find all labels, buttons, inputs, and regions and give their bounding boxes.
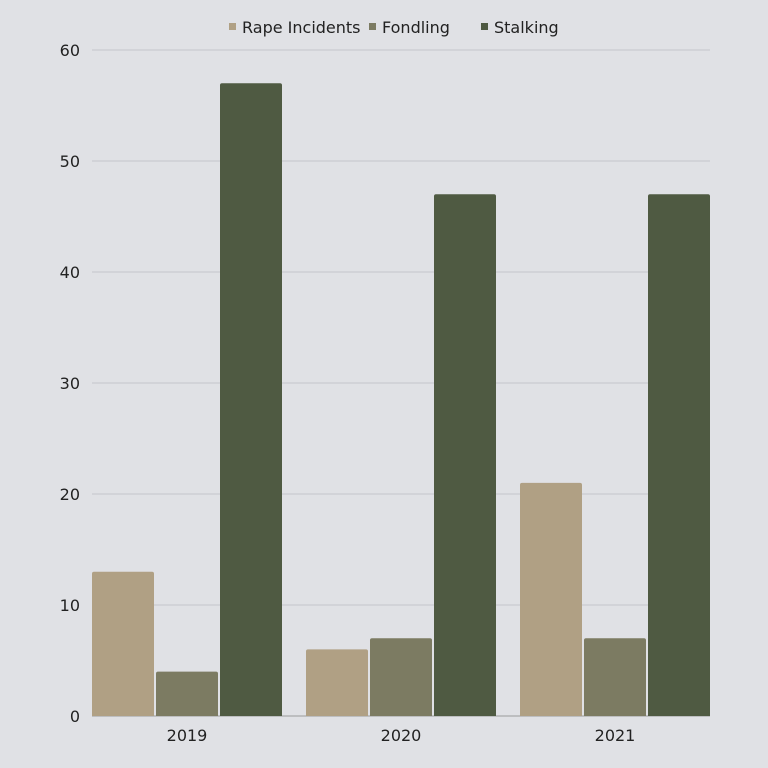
legend-label: Rape Incidents [242, 18, 361, 37]
y-tick-label: 50 [60, 152, 80, 171]
y-tick-label: 10 [60, 596, 80, 615]
bar-rape-incidents-2019 [92, 571, 154, 716]
x-tick-label: 2020 [381, 726, 422, 745]
bar-stalking-2019 [220, 83, 282, 717]
y-tick-label: 40 [60, 263, 80, 282]
bar-fondling-2019 [156, 671, 218, 716]
legend-item: Stalking [481, 18, 559, 37]
legend-swatch [481, 23, 488, 30]
y-axis-ticks: 0 10 20 30 40 50 60 [60, 41, 80, 726]
legend-label: Fondling [382, 18, 450, 37]
y-tick-label: 0 [70, 707, 80, 726]
legend-label: Stalking [494, 18, 559, 37]
bar-rape-incidents-2020 [306, 649, 368, 716]
x-tick-label: 2019 [167, 726, 208, 745]
legend-item: Fondling [369, 18, 450, 37]
x-tick-label: 2021 [595, 726, 636, 745]
bars [92, 83, 710, 717]
bar-rape-incidents-2021 [520, 482, 582, 716]
legend-item: Rape Incidents [229, 18, 361, 37]
bar-stalking-2021 [648, 194, 710, 717]
x-axis-ticks: 2019 2020 2021 [167, 726, 636, 745]
y-tick-label: 20 [60, 485, 80, 504]
legend-swatch [229, 23, 236, 30]
bar-fondling-2020 [370, 638, 432, 716]
y-tick-label: 60 [60, 41, 80, 60]
bar-stalking-2020 [434, 194, 496, 717]
y-tick-label: 30 [60, 374, 80, 393]
legend: Rape Incidents Fondling Stalking [229, 18, 559, 37]
gridlines [92, 49, 710, 717]
bar-fondling-2021 [584, 638, 646, 716]
legend-swatch [369, 23, 376, 30]
